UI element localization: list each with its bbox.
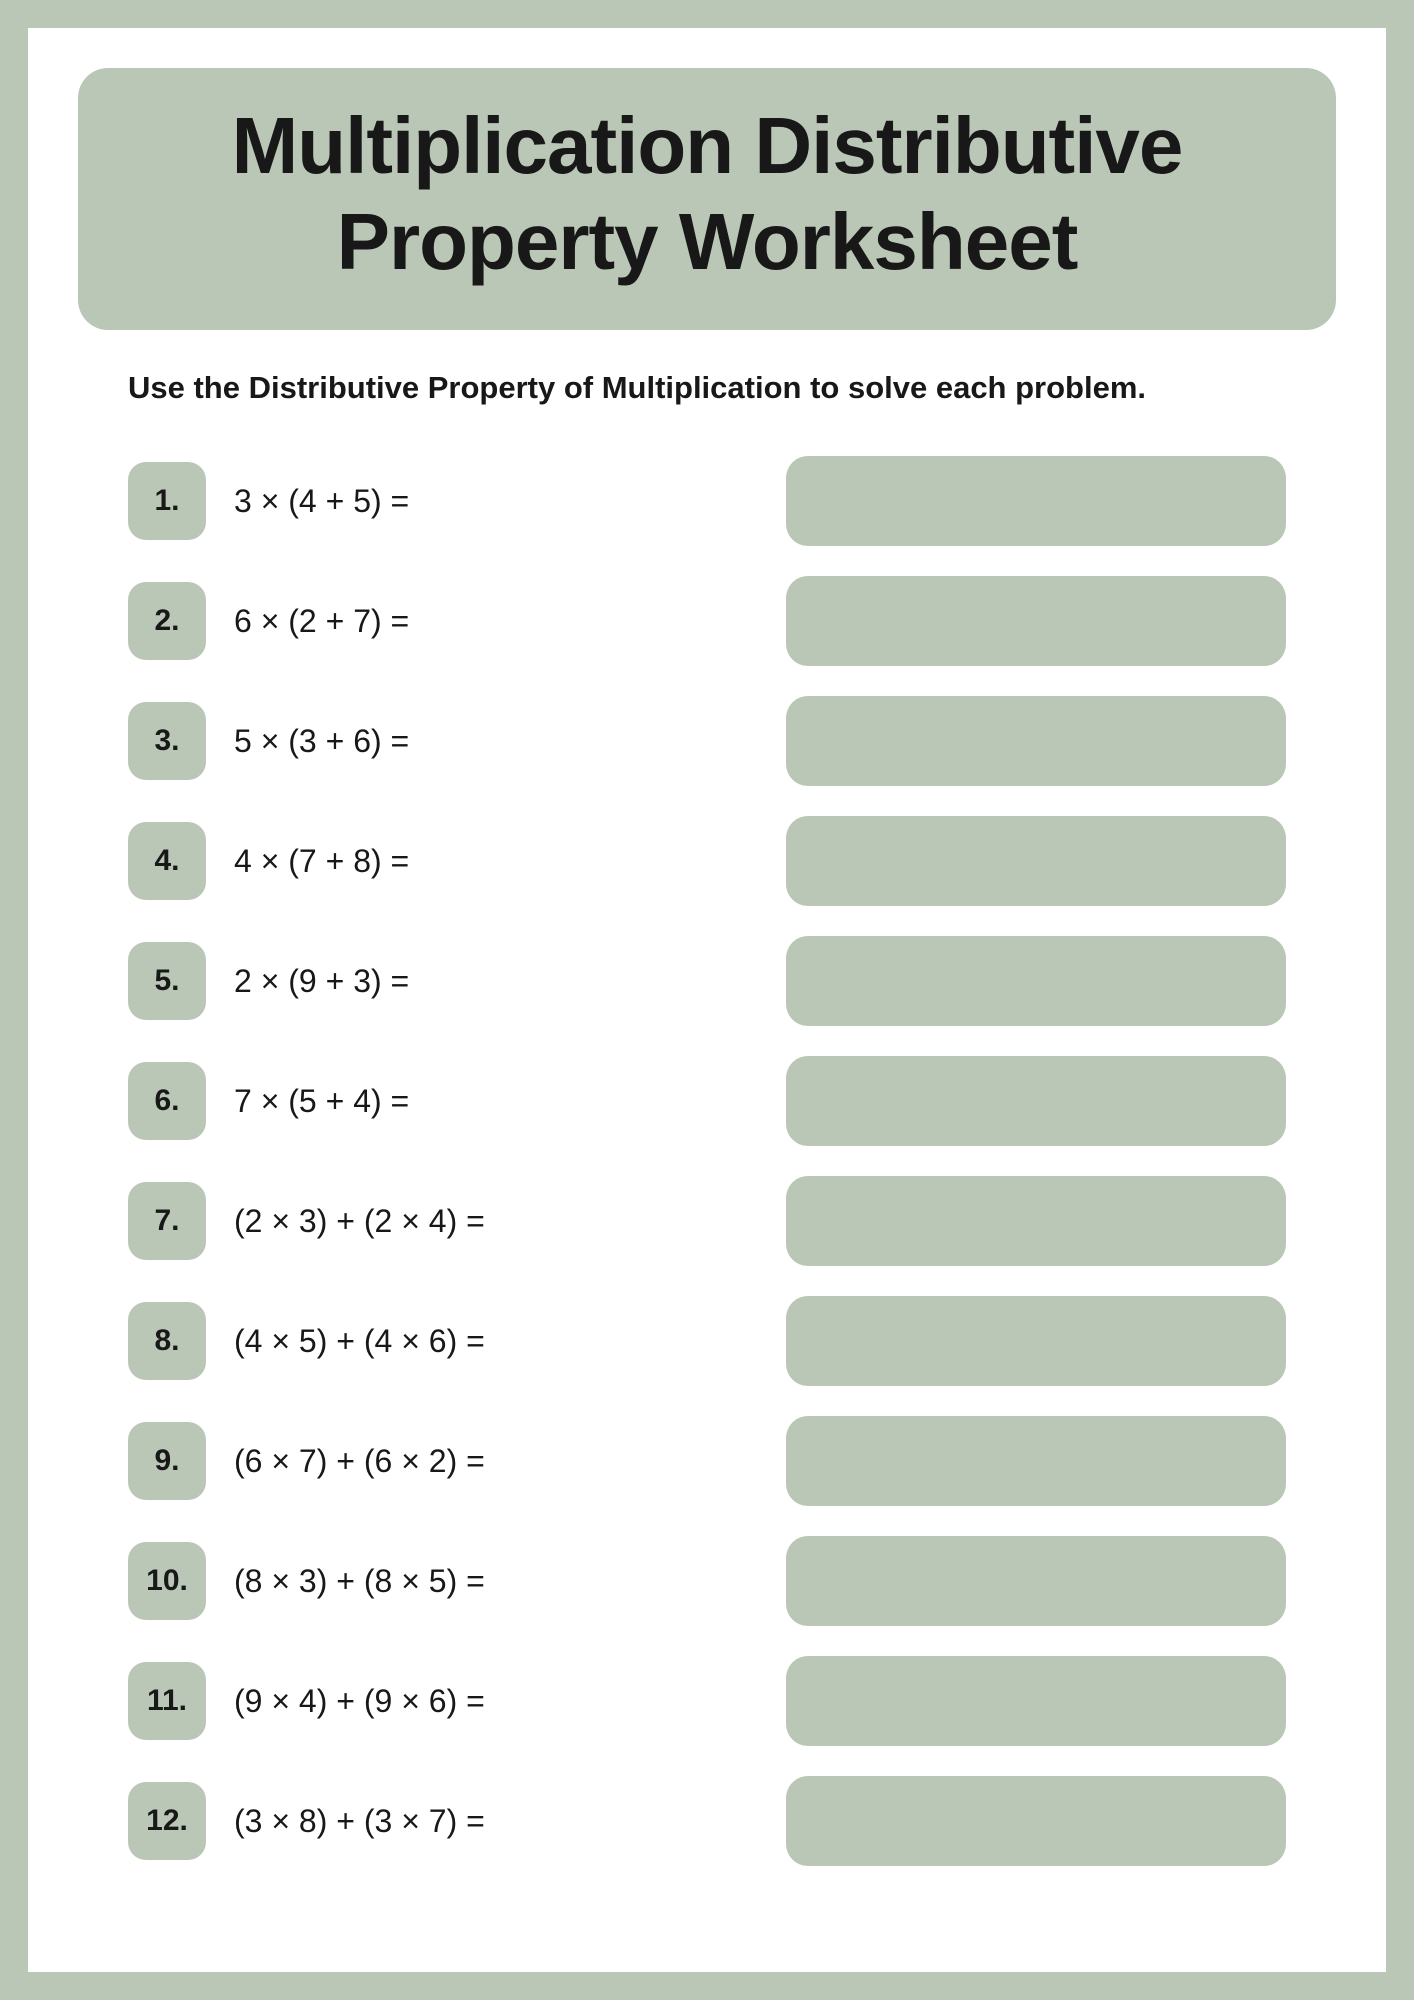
answer-box[interactable]: [786, 576, 1286, 666]
problem-number: 3.: [128, 702, 206, 780]
problem-number: 4.: [128, 822, 206, 900]
problem-number: 9.: [128, 1422, 206, 1500]
answer-box[interactable]: [786, 1416, 1286, 1506]
problem-expression: 6 × (2 + 7) =: [234, 603, 786, 640]
problem-expression: (9 × 4) + (9 × 6) =: [234, 1683, 786, 1720]
problem-expression: (8 × 3) + (8 × 5) =: [234, 1563, 786, 1600]
worksheet-instructions: Use the Distributive Property of Multipl…: [128, 370, 1286, 406]
answer-box[interactable]: [786, 1776, 1286, 1866]
problem-expression: 3 × (4 + 5) =: [234, 483, 786, 520]
title-banner: Multiplication Distributive Property Wor…: [78, 68, 1336, 330]
answer-box[interactable]: [786, 936, 1286, 1026]
answer-box[interactable]: [786, 1056, 1286, 1146]
answer-box[interactable]: [786, 816, 1286, 906]
answer-box[interactable]: [786, 1176, 1286, 1266]
problem-row: 11. (9 × 4) + (9 × 6) =: [128, 1656, 1286, 1746]
answer-box[interactable]: [786, 1656, 1286, 1746]
worksheet-page: Multiplication Distributive Property Wor…: [28, 28, 1386, 1972]
problem-number: 8.: [128, 1302, 206, 1380]
answer-box[interactable]: [786, 456, 1286, 546]
problem-number: 10.: [128, 1542, 206, 1620]
problem-expression: (3 × 8) + (3 × 7) =: [234, 1803, 786, 1840]
problem-expression: (4 × 5) + (4 × 6) =: [234, 1323, 786, 1360]
problem-row: 9. (6 × 7) + (6 × 2) =: [128, 1416, 1286, 1506]
problem-row: 10. (8 × 3) + (8 × 5) =: [128, 1536, 1286, 1626]
problem-row: 6. 7 × (5 + 4) =: [128, 1056, 1286, 1146]
problem-expression: (6 × 7) + (6 × 2) =: [234, 1443, 786, 1480]
answer-box[interactable]: [786, 1536, 1286, 1626]
problem-row: 7. (2 × 3) + (2 × 4) =: [128, 1176, 1286, 1266]
problem-row: 5. 2 × (9 + 3) =: [128, 936, 1286, 1026]
problem-row: 2. 6 × (2 + 7) =: [128, 576, 1286, 666]
problem-row: 12. (3 × 8) + (3 × 7) =: [128, 1776, 1286, 1866]
problem-number: 2.: [128, 582, 206, 660]
answer-box[interactable]: [786, 696, 1286, 786]
problem-expression: 7 × (5 + 4) =: [234, 1083, 786, 1120]
problem-number: 5.: [128, 942, 206, 1020]
problem-row: 1. 3 × (4 + 5) =: [128, 456, 1286, 546]
problem-row: 4. 4 × (7 + 8) =: [128, 816, 1286, 906]
problem-number: 6.: [128, 1062, 206, 1140]
problem-expression: 4 × (7 + 8) =: [234, 843, 786, 880]
problem-row: 8. (4 × 5) + (4 × 6) =: [128, 1296, 1286, 1386]
problem-number: 7.: [128, 1182, 206, 1260]
problem-expression: 2 × (9 + 3) =: [234, 963, 786, 1000]
problem-expression: (2 × 3) + (2 × 4) =: [234, 1203, 786, 1240]
problem-expression: 5 × (3 + 6) =: [234, 723, 786, 760]
problem-number: 11.: [128, 1662, 206, 1740]
worksheet-title: Multiplication Distributive Property Wor…: [118, 98, 1296, 290]
problem-number: 1.: [128, 462, 206, 540]
problems-container: 1. 3 × (4 + 5) = 2. 6 × (2 + 7) = 3. 5 × (3 +…: [78, 456, 1336, 1866]
problem-row: 3. 5 × (3 + 6) =: [128, 696, 1286, 786]
problem-number: 12.: [128, 1782, 206, 1860]
answer-box[interactable]: [786, 1296, 1286, 1386]
